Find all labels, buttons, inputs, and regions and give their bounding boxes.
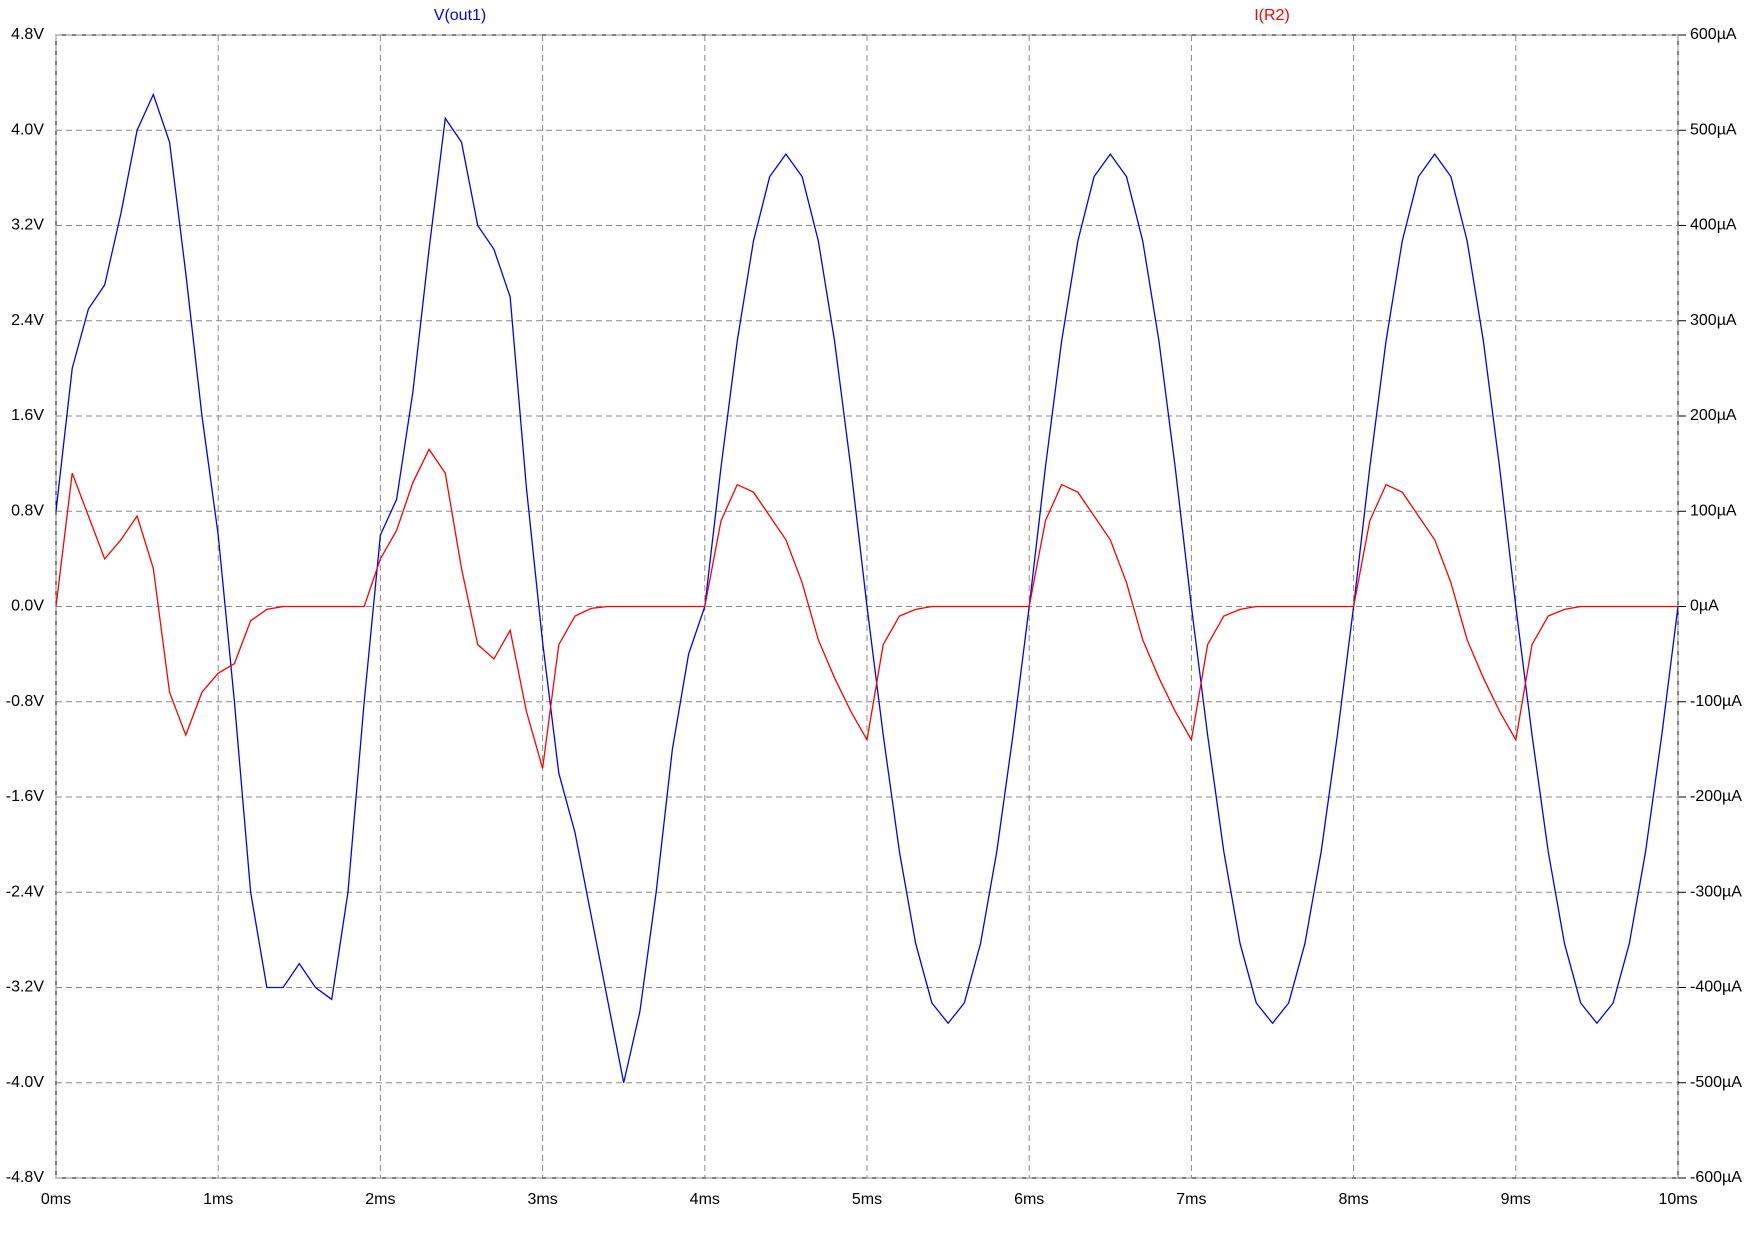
legend-label: I(R2)	[1254, 7, 1290, 24]
series-line	[55, 92, 1679, 1083]
y2-tick-label: 500µA	[1690, 121, 1737, 138]
y2-tick-label: -300µA	[1690, 883, 1742, 900]
y2-tick-label: 100µA	[1690, 502, 1737, 519]
x-tick-label: 10ms	[1658, 1191, 1697, 1208]
y-tick-label: -3.2V	[6, 979, 45, 996]
y-tick-label: 1.6V	[11, 407, 44, 424]
y2-tick-label: 400µA	[1690, 217, 1737, 234]
series-line	[55, 448, 1678, 769]
y2-tick-label: 300µA	[1690, 312, 1737, 329]
y-tick-label: 3.2V	[11, 217, 44, 234]
y2-tick-label: -500µA	[1690, 1074, 1742, 1091]
y2-tick-label: 600µA	[1690, 26, 1737, 43]
y-tick-label: 4.8V	[11, 26, 44, 43]
y-tick-label: 0.8V	[11, 502, 44, 519]
y2-tick-label: 0µA	[1690, 598, 1719, 615]
x-tick-label: 0ms	[41, 1191, 71, 1208]
y2-tick-label: 200µA	[1690, 407, 1737, 424]
x-tick-label: 9ms	[1501, 1191, 1531, 1208]
y-tick-label: -2.4V	[6, 883, 45, 900]
legend-label: V(out1)	[434, 7, 486, 24]
x-tick-label: 1ms	[203, 1191, 233, 1208]
x-tick-label: 3ms	[527, 1191, 557, 1208]
y-tick-label: -4.8V	[6, 1169, 45, 1186]
x-tick-label: 5ms	[852, 1191, 882, 1208]
y-tick-label: 0.0V	[11, 598, 44, 615]
y2-tick-label: -400µA	[1690, 979, 1742, 996]
y-tick-label: -4.0V	[6, 1074, 45, 1091]
y-tick-label: -0.8V	[6, 693, 45, 710]
x-tick-label: 8ms	[1338, 1191, 1368, 1208]
y-tick-label: 2.4V	[11, 312, 44, 329]
y-tick-label: -1.6V	[6, 788, 45, 805]
y2-tick-label: -600µA	[1690, 1169, 1742, 1186]
y2-tick-label: -200µA	[1690, 788, 1742, 805]
x-tick-label: 7ms	[1176, 1191, 1206, 1208]
y-tick-label: 4.0V	[11, 121, 44, 138]
x-tick-label: 4ms	[690, 1191, 720, 1208]
x-tick-label: 2ms	[365, 1191, 395, 1208]
y2-tick-label: -100µA	[1690, 693, 1742, 710]
x-tick-label: 6ms	[1014, 1191, 1044, 1208]
